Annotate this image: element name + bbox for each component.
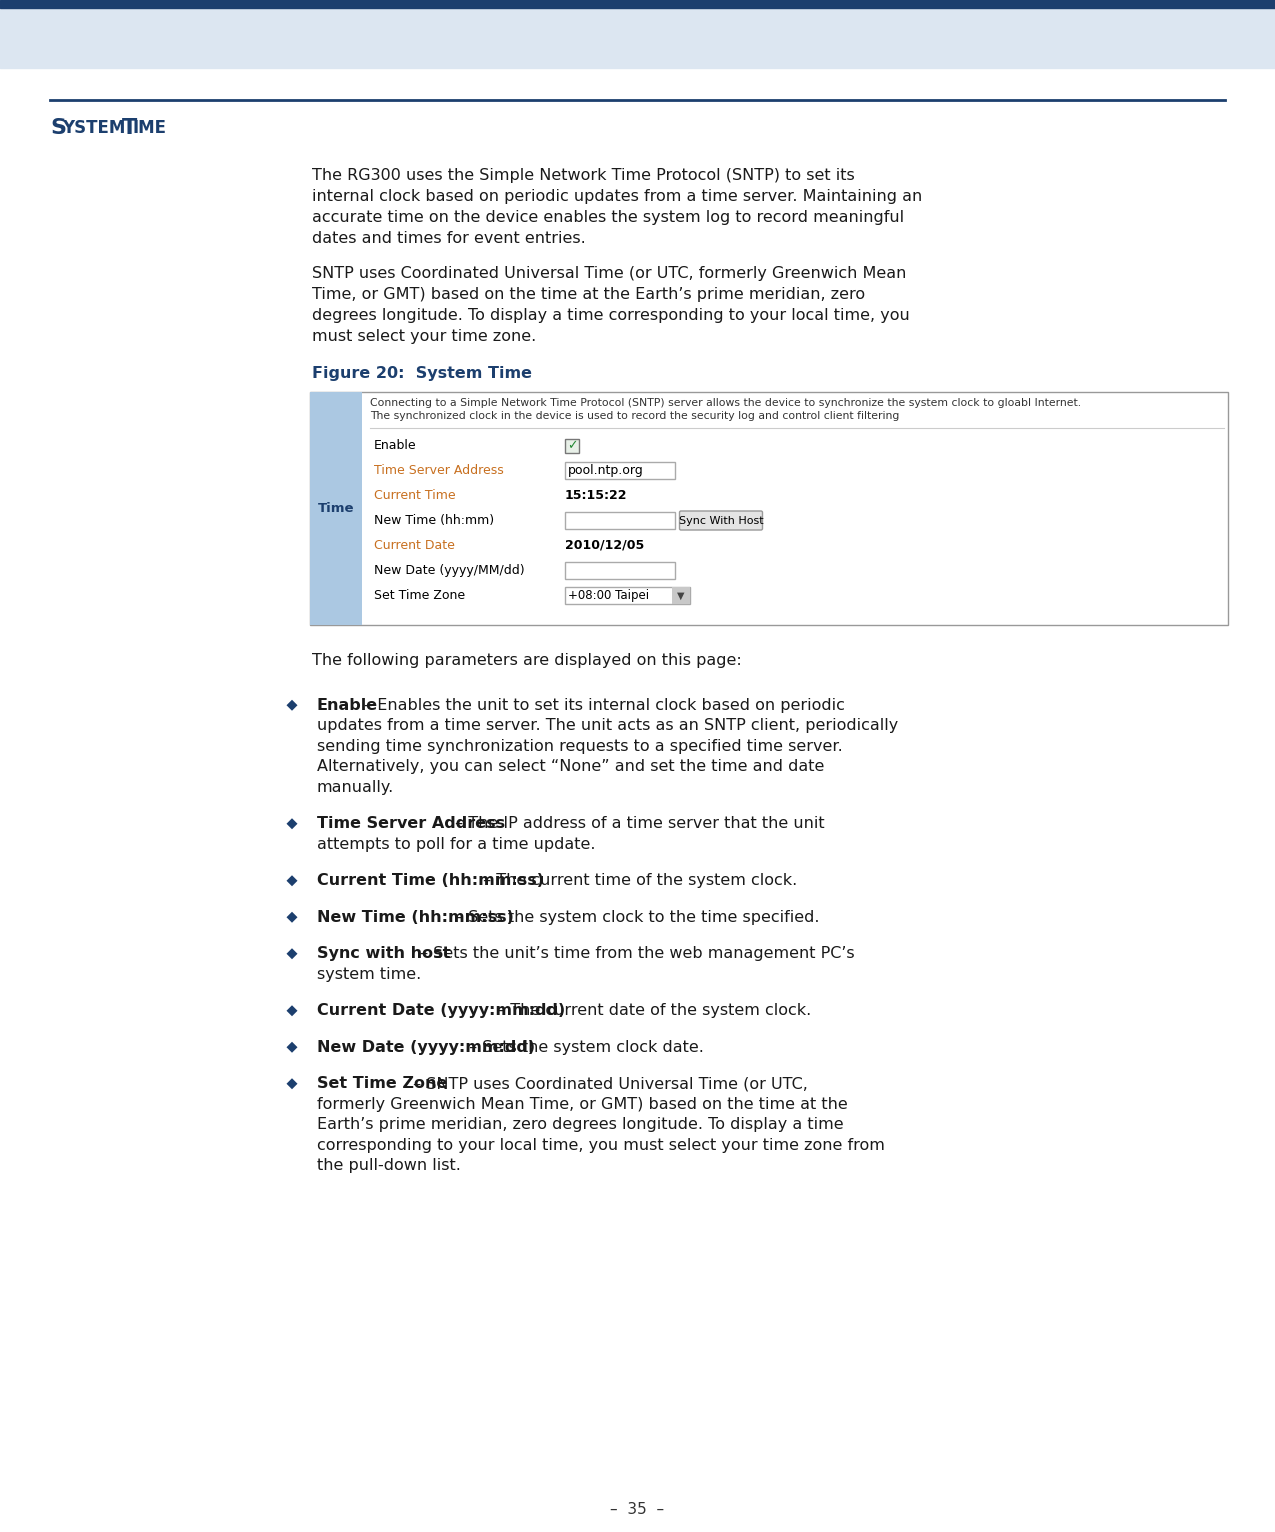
Text: system time.: system time. xyxy=(317,967,421,982)
Text: Current Time: Current Time xyxy=(374,489,455,502)
Text: sending time synchronization requests to a specified time server.: sending time synchronization requests to… xyxy=(317,738,843,754)
Polygon shape xyxy=(287,948,297,959)
Text: – Sets the unit’s time from the web management PC’s: – Sets the unit’s time from the web mana… xyxy=(414,947,854,961)
Text: corresponding to your local time, you must select your time zone from: corresponding to your local time, you mu… xyxy=(317,1138,885,1152)
Bar xyxy=(0,0,1275,8)
Text: Set Time Zone: Set Time Zone xyxy=(374,588,465,602)
Text: Current Time (hh:mm:ss): Current Time (hh:mm:ss) xyxy=(317,873,544,889)
Bar xyxy=(672,587,690,604)
Text: Earth’s prime meridian, zero degrees longitude. To display a time: Earth’s prime meridian, zero degrees lon… xyxy=(317,1117,844,1132)
Text: – The current date of the system clock.: – The current date of the system clock. xyxy=(492,1003,811,1019)
Text: –  35  –: – 35 – xyxy=(609,1503,664,1518)
Text: formerly Greenwich Mean Time, or GMT) based on the time at the: formerly Greenwich Mean Time, or GMT) ba… xyxy=(317,1097,848,1112)
Text: +08:00 Taipei: +08:00 Taipei xyxy=(567,588,649,602)
Text: ▼: ▼ xyxy=(677,590,685,601)
Text: attempts to poll for a time update.: attempts to poll for a time update. xyxy=(317,836,595,852)
Text: SNTP uses Coordinated Universal Time (or UTC, formerly Greenwich Mean: SNTP uses Coordinated Universal Time (or… xyxy=(312,267,907,280)
Text: New Date (yyyy:mm:dd): New Date (yyyy:mm:dd) xyxy=(317,1040,536,1054)
Text: updates from a time server. The unit acts as an SNTP client, periodically: updates from a time server. The unit act… xyxy=(317,719,899,734)
Text: The following parameters are displayed on this page:: The following parameters are displayed o… xyxy=(312,653,742,668)
Text: Enable: Enable xyxy=(317,697,379,712)
Text: New Time (hh:mm:ss): New Time (hh:mm:ss) xyxy=(317,910,514,925)
Polygon shape xyxy=(287,1042,297,1052)
Text: – Sets the system clock to the time specified.: – Sets the system clock to the time spec… xyxy=(450,910,820,925)
Text: must select your time zone.: must select your time zone. xyxy=(312,329,537,345)
Bar xyxy=(565,512,674,529)
Text: – The current time of the system clock.: – The current time of the system clock. xyxy=(478,873,797,889)
Text: – Enables the unit to set its internal clock based on periodic: – Enables the unit to set its internal c… xyxy=(360,697,845,712)
Text: Time Server Address: Time Server Address xyxy=(317,817,505,832)
Text: Figure 20:  System Time: Figure 20: System Time xyxy=(312,366,532,381)
Text: Time: Time xyxy=(317,502,354,515)
Text: Time, or GMT) based on the time at the Earth’s prime meridian, zero: Time, or GMT) based on the time at the E… xyxy=(312,286,866,302)
Text: Connecting to a Simple Network Time Protocol (SNTP) server allows the device to : Connecting to a Simple Network Time Prot… xyxy=(370,398,1081,408)
Bar xyxy=(0,8,1275,67)
Text: T: T xyxy=(122,118,138,138)
Bar xyxy=(565,587,690,604)
FancyBboxPatch shape xyxy=(680,512,762,530)
Text: Current Date: Current Date xyxy=(374,539,455,552)
Text: Sync with host: Sync with host xyxy=(317,947,450,961)
Polygon shape xyxy=(287,1005,297,1016)
Text: Time Server Address: Time Server Address xyxy=(374,464,504,476)
Text: internal clock based on periodic updates from a time server. Maintaining an: internal clock based on periodic updates… xyxy=(312,188,922,204)
Text: manually.: manually. xyxy=(317,780,394,795)
Text: ✓: ✓ xyxy=(567,440,578,452)
Text: Set Time Zone: Set Time Zone xyxy=(317,1077,448,1091)
Text: Sync With Host: Sync With Host xyxy=(678,515,764,525)
Bar xyxy=(565,562,674,579)
Polygon shape xyxy=(287,875,297,885)
Polygon shape xyxy=(287,818,297,829)
Text: The synchronized clock in the device is used to record the security log and cont: The synchronized clock in the device is … xyxy=(370,411,899,421)
Text: Current Date (yyyy:mm:dd): Current Date (yyyy:mm:dd) xyxy=(317,1003,565,1019)
Text: Enable: Enable xyxy=(374,440,417,452)
Bar xyxy=(310,392,362,625)
Bar xyxy=(565,438,579,452)
Text: System Time: System Time xyxy=(1150,43,1244,58)
Text: New Date (yyyy/MM/dd): New Date (yyyy/MM/dd) xyxy=(374,564,524,578)
Text: – The IP address of a time server that the unit: – The IP address of a time server that t… xyxy=(450,817,825,832)
Polygon shape xyxy=(287,700,297,711)
Text: New Time (hh:mm): New Time (hh:mm) xyxy=(374,515,495,527)
Text: CHAPTER 4  |  System Settings: CHAPTER 4 | System Settings xyxy=(992,20,1244,35)
Text: The RG300 uses the Simple Network Time Protocol (SNTP) to set its: The RG300 uses the Simple Network Time P… xyxy=(312,169,854,182)
Text: Alternatively, you can select “None” and set the time and date: Alternatively, you can select “None” and… xyxy=(317,760,825,774)
Text: dates and times for event entries.: dates and times for event entries. xyxy=(312,231,585,247)
Bar xyxy=(565,463,674,480)
Text: 15:15:22: 15:15:22 xyxy=(565,489,627,502)
Text: S: S xyxy=(50,118,66,138)
Text: – Sets the system clock date.: – Sets the system clock date. xyxy=(464,1040,704,1054)
Polygon shape xyxy=(287,1079,297,1089)
Text: accurate time on the device enables the system log to record meaningful: accurate time on the device enables the … xyxy=(312,210,904,225)
Bar xyxy=(310,392,1228,625)
Text: YSTEM: YSTEM xyxy=(62,119,131,136)
Text: 2010/12/05: 2010/12/05 xyxy=(565,539,644,552)
Text: IME: IME xyxy=(133,119,166,136)
Text: degrees longitude. To display a time corresponding to your local time, you: degrees longitude. To display a time cor… xyxy=(312,308,910,323)
Polygon shape xyxy=(287,912,297,922)
Text: the pull-down list.: the pull-down list. xyxy=(317,1158,460,1174)
Text: – SNTP uses Coordinated Universal Time (or UTC,: – SNTP uses Coordinated Universal Time (… xyxy=(408,1077,808,1091)
Text: pool.ntp.org: pool.ntp.org xyxy=(567,464,644,476)
